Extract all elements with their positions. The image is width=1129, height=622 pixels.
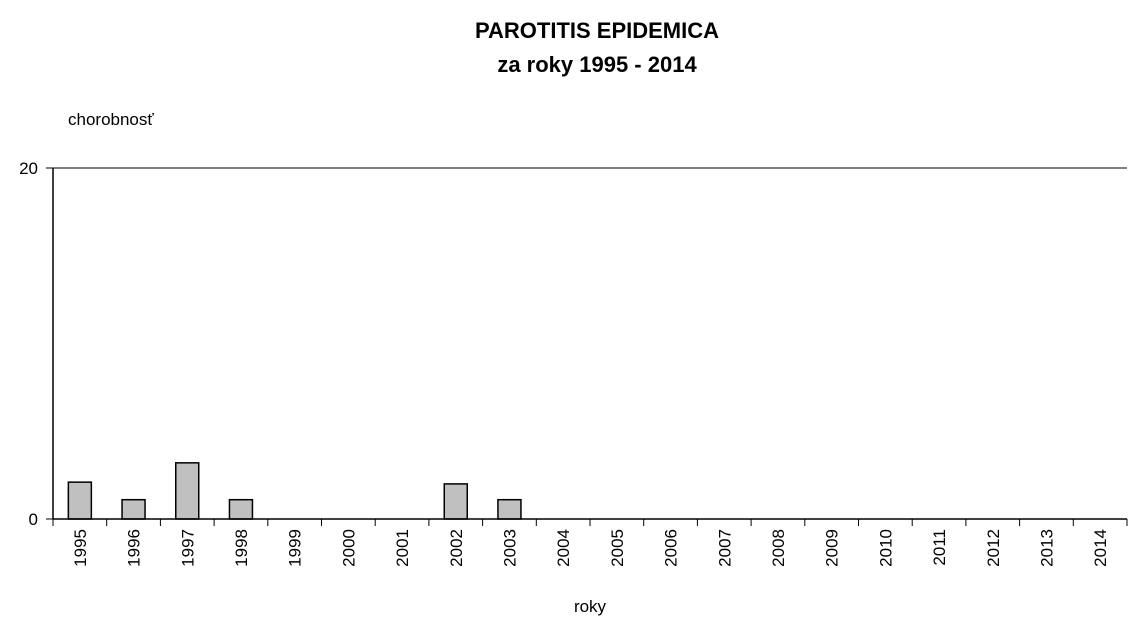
x-tick-label: 2006 bbox=[662, 529, 681, 567]
x-tick-label: 2008 bbox=[769, 529, 788, 567]
bar bbox=[443, 483, 468, 520]
x-tick-label: 2013 bbox=[1037, 529, 1056, 567]
y-axis-label: chorobnosť bbox=[68, 110, 154, 129]
x-tick-label: 1999 bbox=[286, 529, 305, 567]
x-tick-label: 2002 bbox=[447, 529, 466, 567]
x-tick-label: 2000 bbox=[339, 529, 358, 567]
x-axis-label: roky bbox=[574, 597, 607, 616]
x-tick-label: 2014 bbox=[1091, 529, 1110, 567]
x-tick-label: 1998 bbox=[232, 529, 251, 567]
x-tick-label: 2011 bbox=[930, 529, 949, 566]
x-tick-label: 2007 bbox=[715, 529, 734, 567]
x-tick-label: 2003 bbox=[500, 529, 519, 567]
x-tick-label: 2004 bbox=[554, 529, 573, 567]
y-tick-label: 0 bbox=[29, 510, 38, 529]
bar bbox=[175, 462, 200, 520]
y-tick-label: 20 bbox=[19, 159, 38, 178]
x-tick-label: 1995 bbox=[71, 529, 90, 567]
x-tick-label: 2005 bbox=[608, 529, 627, 567]
bar bbox=[67, 481, 93, 520]
x-tick-label: 2001 bbox=[393, 529, 412, 567]
x-tick-label: 1997 bbox=[178, 529, 197, 567]
bar bbox=[228, 498, 254, 520]
chart-title: PAROTITIS EPIDEMICA bbox=[475, 18, 719, 43]
x-tick-label: 1996 bbox=[125, 529, 144, 567]
x-tick-label: 2009 bbox=[823, 529, 842, 567]
bar bbox=[121, 498, 146, 520]
bar bbox=[497, 498, 522, 520]
x-tick-label: 2010 bbox=[876, 529, 895, 567]
chart-subtitle: za roky 1995 - 2014 bbox=[497, 52, 697, 77]
x-tick-label: 2012 bbox=[984, 529, 1003, 567]
